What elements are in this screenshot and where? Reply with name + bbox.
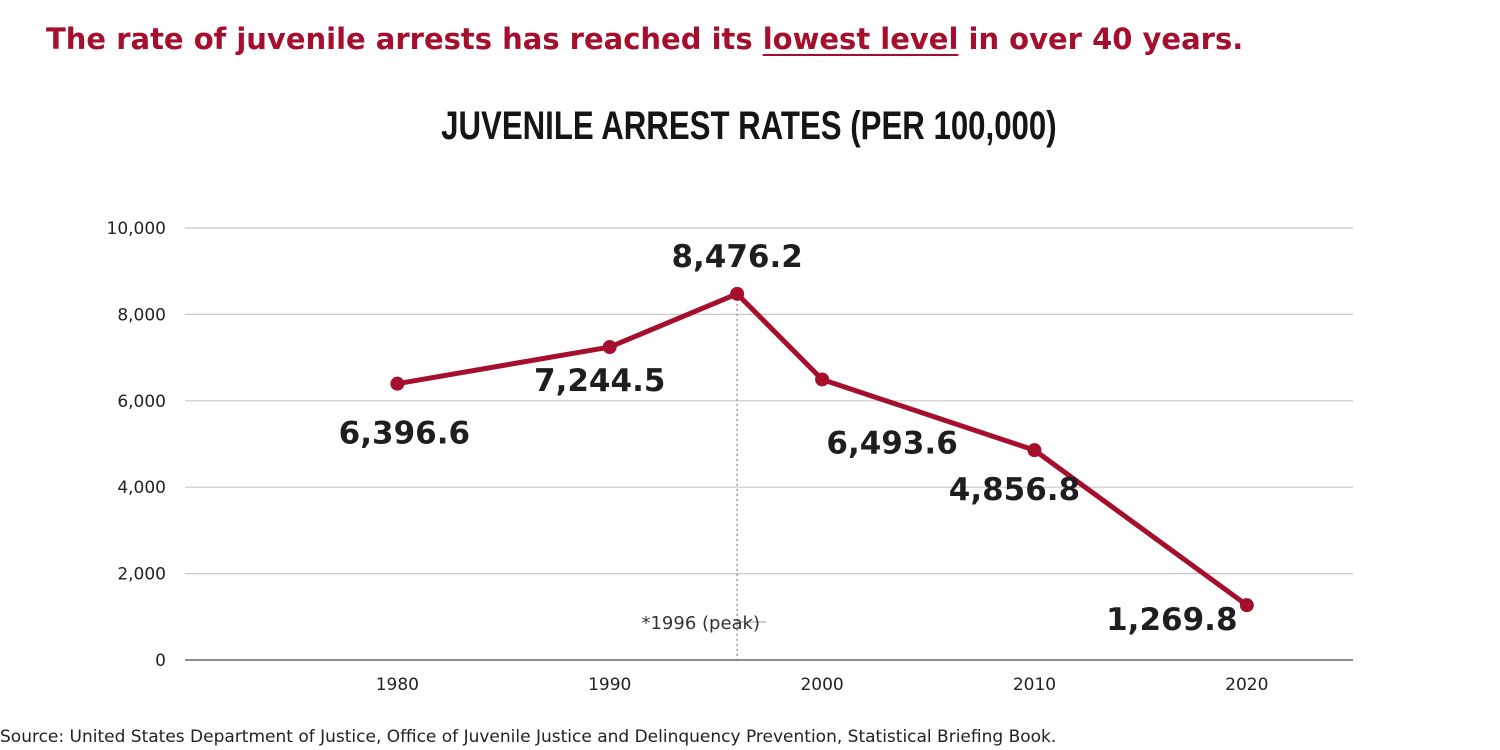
headline-underlined-text: lowest level	[762, 22, 959, 56]
data-label: 4,856.8	[949, 472, 1080, 508]
y-tick-label: 6,000	[117, 392, 166, 412]
data-point	[815, 372, 830, 387]
y-tick-label: 2,000	[117, 565, 166, 585]
x-tick-label: 1990	[588, 675, 631, 695]
data-label: 6,493.6	[826, 425, 957, 461]
data-point	[390, 376, 405, 391]
y-tick-label: 4,000	[117, 478, 166, 498]
data-label: 6,396.6	[339, 416, 470, 452]
data-point	[602, 340, 617, 355]
peak-annotation-label: *1996 (peak)	[641, 613, 760, 634]
data-label: 7,244.5	[534, 363, 665, 399]
data-label: 8,476.2	[671, 239, 802, 275]
x-tick-label: 2000	[800, 675, 843, 695]
data-label-layer: 6,396.6 7,244.5 8,476.2 6,493.6 4,856.8 1,269…	[339, 239, 1238, 638]
headline-text-after: in over 40 years.	[958, 22, 1244, 56]
x-tick-label: 2020	[1225, 675, 1268, 695]
y-tick-label: 10,000	[107, 219, 166, 239]
series-layer	[390, 286, 1254, 613]
annotation-layer: *1996 (peak)	[641, 293, 766, 660]
chart-title: JUVENILE ARREST RATES (PER 100,000)	[441, 104, 1057, 148]
axis-layer: 0 2,000 4,000 6,000 8,000 10,000 1980 1990 2000 2…	[107, 219, 1353, 695]
headline: The rate of juvenile arrests has reached…	[46, 22, 1243, 56]
x-tick-label: 1980	[376, 675, 419, 695]
data-point	[1027, 443, 1042, 458]
x-tick-label: 2010	[1013, 675, 1056, 695]
series-line	[394, 291, 1250, 608]
headline-text-before: The rate of juvenile arrests has reached…	[46, 22, 763, 56]
y-tick-label: 0	[155, 651, 166, 671]
y-tick-label: 8,000	[117, 305, 166, 325]
data-label: 1,269.8	[1106, 602, 1237, 638]
grid-layer	[185, 227, 1353, 575]
data-point	[1239, 598, 1254, 613]
source-note: Source: United States Department of Just…	[0, 727, 1057, 747]
data-point	[730, 286, 745, 301]
